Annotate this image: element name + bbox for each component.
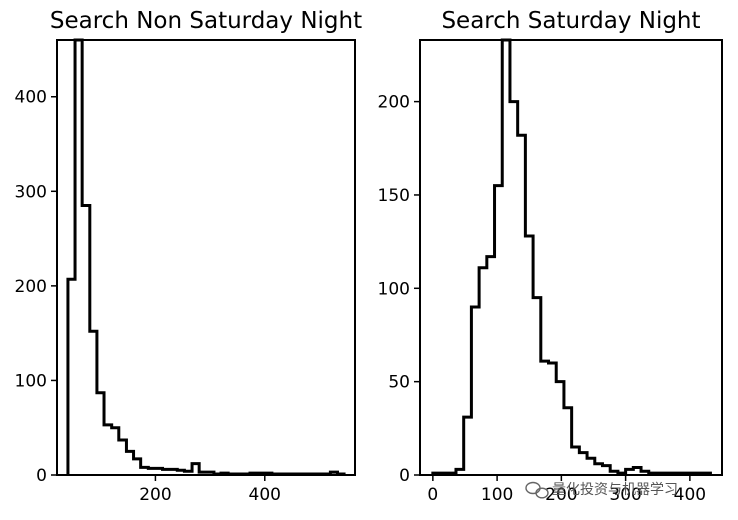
panel-saturday: Search Saturday Night 0 100 200 300 400 0 50 10… xyxy=(378,8,723,505)
histogram-bin xyxy=(104,425,112,475)
y-tick-label: 100 xyxy=(378,279,410,299)
y-tick-label: 200 xyxy=(378,93,410,113)
bin-group xyxy=(68,40,344,475)
y-tick-label: 0 xyxy=(36,466,47,486)
wechat-icon xyxy=(525,481,549,499)
x-tick-label: 0 xyxy=(427,485,438,505)
y-tick-label: 150 xyxy=(378,186,410,206)
x-tick-label: 300 xyxy=(609,485,641,505)
watermark: 量化投资与机器学习 xyxy=(525,481,678,499)
x-tick-label: 400 xyxy=(674,485,706,505)
y-tick-label: 50 xyxy=(388,373,410,393)
histogram-step-line xyxy=(431,38,712,475)
y-tick-label: 300 xyxy=(15,182,47,202)
histogram-bin xyxy=(510,102,518,475)
histogram-step-line xyxy=(66,38,346,476)
histogram-bin xyxy=(487,257,495,475)
histogram-bin xyxy=(541,361,549,475)
tick-group: 200 400 0 100 200 300 400 xyxy=(15,88,281,505)
x-tick-label: 100 xyxy=(481,485,513,505)
y-tick-label: 0 xyxy=(399,466,410,486)
plot-frame xyxy=(419,39,723,476)
x-tick-label: 200 xyxy=(139,485,171,505)
chart-title: Search Non Saturday Night xyxy=(50,8,362,34)
x-tick-label: 200 xyxy=(545,485,577,505)
y-tick-label: 200 xyxy=(15,277,47,297)
tick-group: 0 100 200 300 400 0 50 100 150 200 xyxy=(378,93,707,505)
x-tick-label: 400 xyxy=(249,485,281,505)
chart-title: Search Saturday Night xyxy=(441,8,700,34)
y-tick-label: 400 xyxy=(15,88,47,108)
y-tick-label: 100 xyxy=(15,371,47,391)
watermark-text: 量化投资与机器学习 xyxy=(552,482,678,498)
plot-frame xyxy=(56,39,356,476)
panel-non-saturday: Search Non Saturday Night 200 400 0 100 200 3… xyxy=(15,8,363,505)
